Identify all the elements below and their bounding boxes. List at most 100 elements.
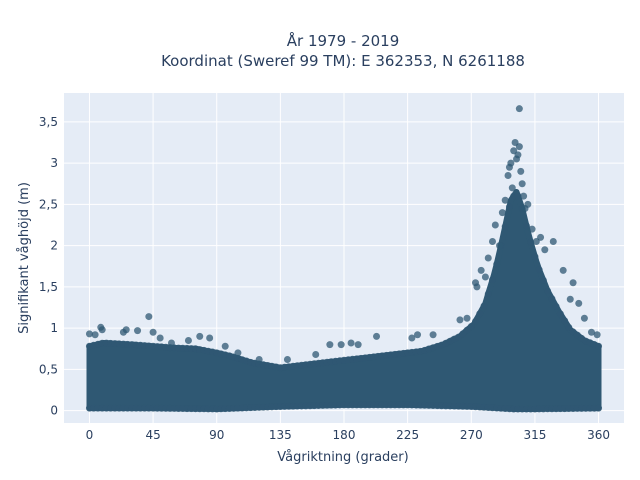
- scatter-point: [491, 221, 499, 229]
- cloud-edge-point: [531, 253, 539, 261]
- scatter-point: [477, 266, 485, 274]
- cloud-edge-point: [552, 302, 560, 310]
- cloud-edge-point: [535, 266, 543, 274]
- scatter-point: [91, 331, 99, 339]
- scatter-point: [312, 351, 320, 359]
- cloud-edge-point: [476, 310, 484, 318]
- scatter-point: [456, 316, 464, 324]
- y-tick-label: 1,5: [39, 280, 58, 294]
- x-tick-label: 270: [460, 428, 483, 442]
- y-axis-title: Signifikant våghöjd (m): [17, 182, 32, 334]
- scatter-point: [569, 279, 577, 287]
- scatter-point: [498, 209, 506, 217]
- cloud-edge-point: [472, 317, 480, 325]
- scatter-point: [134, 327, 142, 335]
- cloud-edge-point: [527, 238, 535, 246]
- x-tick-label: 135: [269, 428, 292, 442]
- scatter-point: [520, 192, 528, 200]
- scatter-point: [463, 314, 471, 322]
- scatter-point: [196, 332, 204, 340]
- y-tick-label: 3: [50, 156, 58, 170]
- scatter-point: [481, 273, 489, 281]
- scatter-points: [85, 105, 601, 363]
- x-tick-label: 90: [209, 428, 224, 442]
- y-tick-label: 2: [50, 239, 58, 253]
- scatter-point: [255, 355, 263, 363]
- scatter-point: [145, 313, 153, 321]
- scatter-point: [507, 159, 515, 167]
- cloud-edge-point: [595, 342, 603, 350]
- x-tick-label: 360: [587, 428, 610, 442]
- chart-title-line-2: Koordinat (Sweref 99 TM): E 362353, N 62…: [161, 52, 525, 70]
- scatter-point: [501, 196, 509, 204]
- cloud-edge-point: [480, 302, 488, 310]
- cloud-edge-point: [595, 404, 603, 412]
- x-tick-label: 180: [333, 428, 356, 442]
- point-cloud: [85, 189, 603, 413]
- scatter-point: [354, 341, 362, 349]
- cloud-edge-point: [493, 260, 501, 268]
- cloud-edge-point: [505, 203, 513, 211]
- cloud-edge-point: [548, 295, 556, 303]
- scatter-point: [206, 334, 214, 342]
- y-tick-label: 2,5: [39, 197, 58, 211]
- scatter-point: [473, 283, 481, 291]
- scatter-point: [508, 184, 516, 192]
- y-axis-tick-labels: 0 0,5 1 1,5 2 2,5 3 3,5: [39, 115, 58, 418]
- cloud-edge-point: [539, 276, 547, 284]
- x-axis-title: Vågriktning (grader): [277, 450, 408, 465]
- scatter-point: [167, 339, 175, 347]
- scatter-point: [98, 326, 106, 334]
- scatter-point: [541, 246, 549, 254]
- scatter-point: [518, 180, 526, 188]
- scatter-point: [515, 105, 523, 113]
- scatter-point: [587, 328, 595, 336]
- cloud-edge-point: [565, 324, 573, 332]
- x-tick-label: 225: [396, 428, 419, 442]
- y-tick-label: 3,5: [39, 115, 58, 129]
- scatter-point: [528, 225, 536, 233]
- scatter-point: [504, 172, 512, 179]
- chart-title-line-1: År 1979 - 2019: [287, 31, 400, 50]
- scatter-point: [149, 328, 157, 336]
- scatter-point: [85, 330, 93, 338]
- scatter-point: [184, 337, 192, 344]
- cloud-edge-point: [556, 310, 564, 318]
- scatter-point: [326, 341, 334, 349]
- scatter-point: [156, 334, 164, 342]
- x-tick-label: 315: [523, 428, 546, 442]
- y-tick-label: 1: [50, 321, 58, 335]
- scatter-point: [484, 254, 492, 262]
- scatter-point: [537, 233, 545, 241]
- scatter-point: [496, 242, 504, 250]
- x-tick-label: 45: [145, 428, 160, 442]
- scatter-point: [524, 200, 532, 208]
- scatter-point: [234, 349, 242, 357]
- scatter-point: [414, 331, 422, 339]
- scatter-point: [580, 314, 588, 322]
- y-tick-label: 0,5: [39, 362, 58, 376]
- scatter-point: [593, 331, 601, 339]
- scatter-point: [566, 295, 574, 303]
- scatter-point: [221, 342, 229, 350]
- scatter-point: [347, 339, 355, 347]
- cloud-edge-point: [488, 276, 496, 284]
- scatter-point: [559, 266, 567, 274]
- cloud-edge-point: [501, 223, 509, 231]
- scatter-point: [429, 331, 437, 339]
- scatter-point: [408, 334, 416, 342]
- cloud-edge-point: [561, 317, 569, 325]
- cloud-edge-point: [467, 322, 475, 330]
- scatter-point: [373, 332, 381, 340]
- cloud-edge-point: [544, 287, 552, 295]
- scatter-point: [575, 299, 583, 307]
- scatter-point: [122, 326, 130, 334]
- y-tick-label: 0: [50, 404, 58, 418]
- scatter-point: [549, 238, 557, 245]
- scatter-point: [517, 167, 525, 175]
- cloud-edge-point: [514, 192, 522, 200]
- cloud-edge-point: [484, 290, 492, 298]
- scatter-point: [514, 151, 522, 159]
- scatter-point: [515, 143, 523, 151]
